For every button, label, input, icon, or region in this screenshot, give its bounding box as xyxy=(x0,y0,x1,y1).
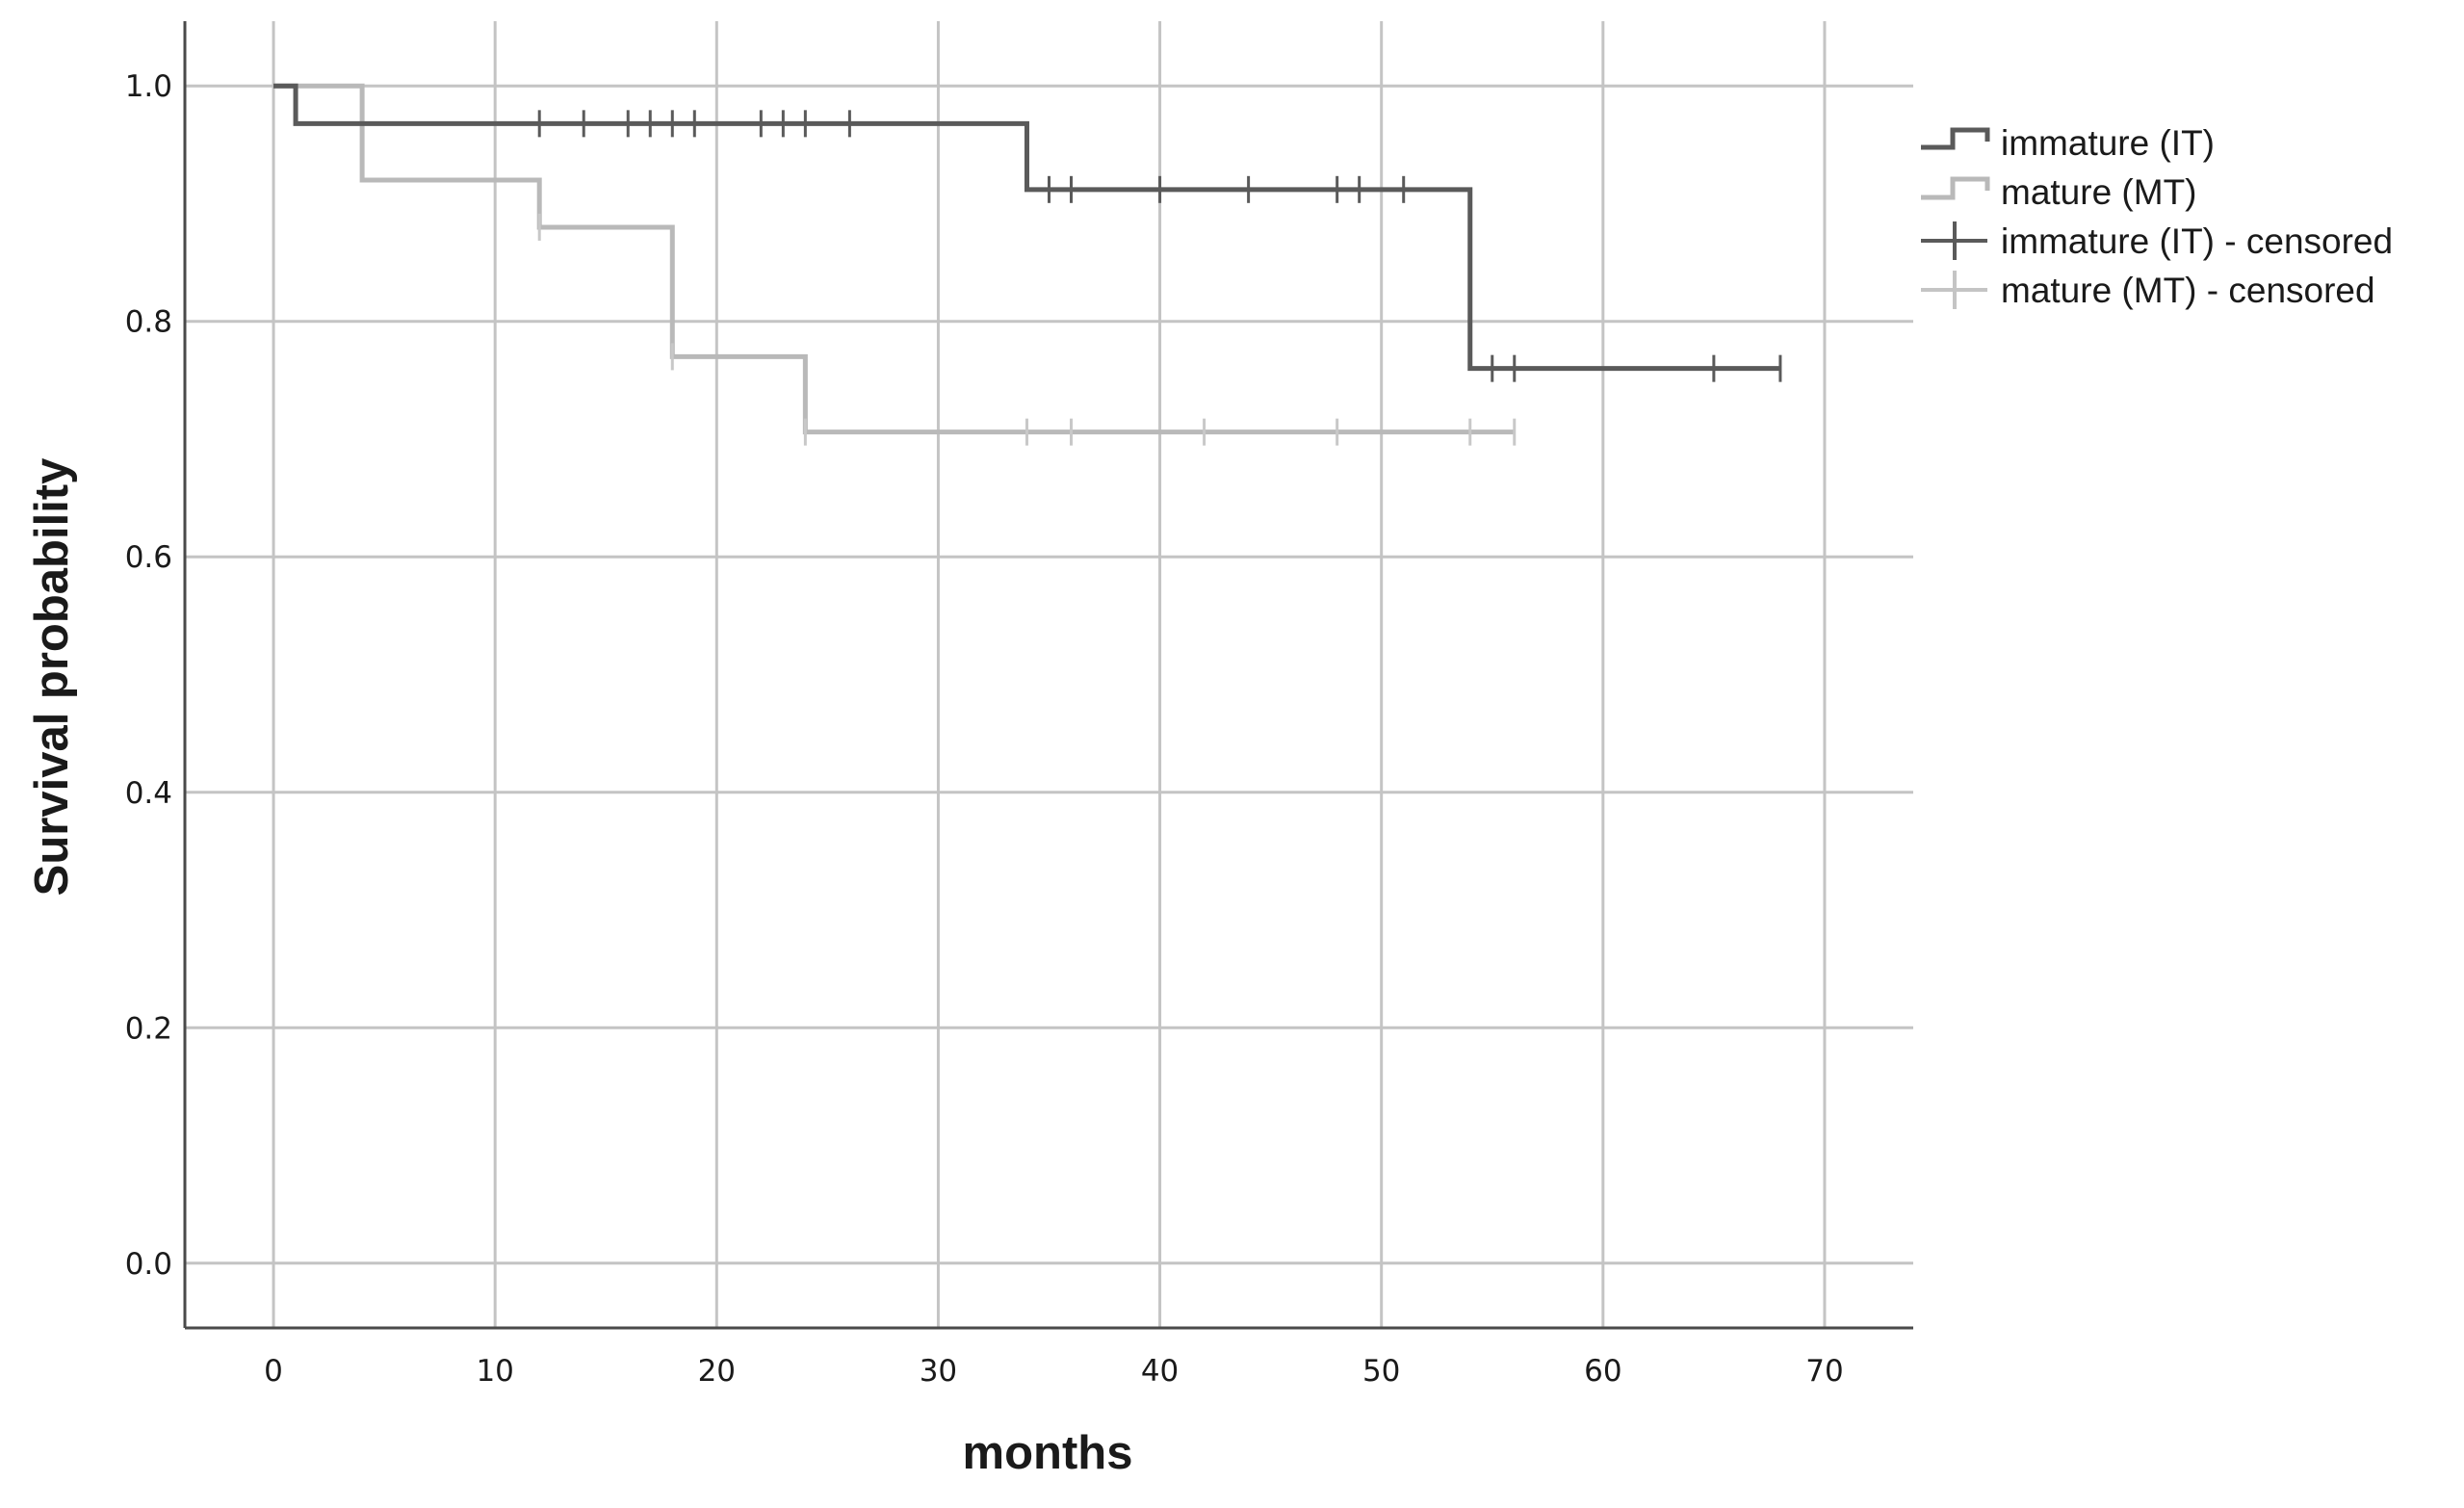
y-tick-label-0.6: 0.6 xyxy=(125,540,172,575)
y-tick-label-0.8: 0.8 xyxy=(125,305,172,340)
axes xyxy=(183,21,1913,1330)
legend-item-mature: mature (MT) xyxy=(1921,172,2197,212)
y-axis-title: Survival probability xyxy=(26,458,78,897)
legend-label-immature-censored: immature (IT) - censored xyxy=(2001,221,2393,261)
legend-label-mature-censored: mature (MT) - censored xyxy=(2001,271,2375,310)
gridlines xyxy=(185,21,1913,1328)
series-line-mature xyxy=(273,83,1515,435)
censor-marks xyxy=(537,110,1782,446)
y-tick-label-0.2: 0.2 xyxy=(125,1011,172,1046)
x-tick-label-20: 20 xyxy=(698,1354,736,1389)
legend-label-mature: mature (MT) xyxy=(2001,172,2197,212)
y-tick-label-0.0: 0.0 xyxy=(125,1247,172,1282)
x-tick-label-70: 70 xyxy=(1805,1354,1843,1389)
y-tick-labels: 0.0 0.2 0.4 0.6 0.8 1.0 xyxy=(125,69,172,1282)
x-tick-label-10: 10 xyxy=(476,1354,513,1389)
legend-item-immature-censored: immature (IT) - censored xyxy=(1921,221,2393,261)
x-tick-label-30: 30 xyxy=(920,1354,957,1389)
x-axis-title: months xyxy=(963,1427,1133,1479)
x-tick-labels: 0 10 20 30 40 50 60 70 xyxy=(264,1354,1843,1389)
series-lines xyxy=(273,83,1780,435)
x-tick-label-50: 50 xyxy=(1362,1354,1400,1389)
legend: immature (IT) mature (MT) immature (IT) … xyxy=(1921,123,2393,310)
legend-item-mature-censored: mature (MT) - censored xyxy=(1921,271,2375,310)
legend-swatch-immature xyxy=(1921,127,1990,150)
x-tick-label-60: 60 xyxy=(1584,1354,1621,1389)
y-tick-label-0.4: 0.4 xyxy=(125,776,172,811)
x-tick-label-0: 0 xyxy=(264,1354,283,1389)
y-tick-label-1.0: 1.0 xyxy=(125,69,172,104)
legend-item-immature: immature (IT) xyxy=(1921,123,2215,163)
x-tick-label-40: 40 xyxy=(1141,1354,1179,1389)
legend-swatch-mature xyxy=(1921,176,1990,200)
series-line-immature xyxy=(273,83,1780,372)
legend-label-immature: immature (IT) xyxy=(2001,123,2215,163)
